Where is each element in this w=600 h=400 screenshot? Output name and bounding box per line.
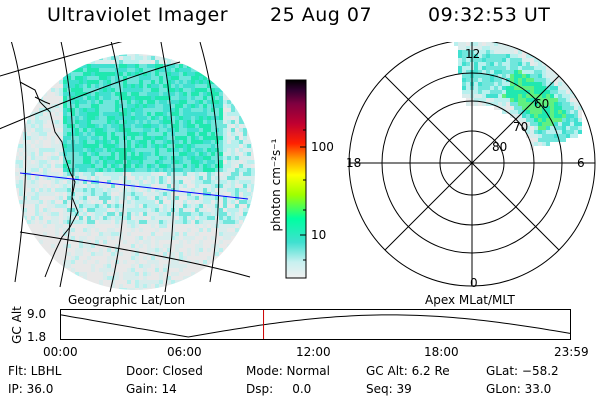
polar-image (348, 42, 596, 287)
geo-panel-label: Geographic Lat/Lon (68, 293, 186, 307)
alt-plot-frame (60, 309, 571, 340)
mlt-label-0: 0 (470, 276, 478, 290)
info-gain: Gain: 14 (126, 382, 177, 396)
time-tick-0600: 06:00 (167, 345, 202, 359)
info-dsp: Dsp: 0.0 (246, 382, 312, 396)
colorbar-gradient (285, 79, 307, 279)
colorbar-tick-10: 10 (311, 228, 327, 242)
mlt-label-18: 18 (346, 156, 362, 170)
mlt-label-12: 12 (465, 47, 481, 61)
time-tick-2359: 23:59 (554, 345, 589, 359)
date-label: 25 Aug 07 (270, 4, 373, 26)
time-tick-1800: 18:00 (424, 345, 459, 359)
coastline (19, 81, 79, 278)
mlat-label-80: 80 (492, 140, 508, 154)
alt-ymax-label: 9.0 (27, 307, 47, 321)
info-mode: Mode: Normal (246, 364, 330, 378)
info-glon: GLon: 33.0 (486, 382, 552, 396)
info-gc-alt: GC Alt: 6.2 Re (366, 364, 450, 378)
colorbar-label: photon cm⁻²s⁻¹ (269, 138, 283, 232)
alt-curve (60, 314, 571, 338)
instrument-title: Ultraviolet Imager (47, 4, 229, 26)
geographic-image (0, 42, 255, 292)
alt-ylabel: GC Alt (10, 306, 24, 344)
scan-line (19, 172, 249, 200)
alt-ymin-label: 1.8 (27, 330, 47, 344)
info-flt: Flt: LBHL (8, 364, 62, 378)
polar-grid (348, 42, 596, 287)
colorbar-tick-100: 100 (311, 140, 334, 154)
altitude-plot (60, 309, 571, 340)
time-tick-0000: 00:00 (43, 345, 78, 359)
colorbar (285, 79, 307, 279)
mlat-label-70: 70 (513, 120, 529, 134)
polar-panel-label: Apex MLat/MLT (425, 293, 515, 307)
info-door: Door: Closed (126, 364, 203, 378)
geo-grid (0, 42, 251, 292)
info-ip: IP: 36.0 (8, 382, 54, 396)
mlt-label-6: 6 (577, 156, 585, 170)
info-seq: Seq: 39 (366, 382, 412, 396)
mlat-label-60: 60 (534, 97, 550, 111)
info-glat: GLat: −58.2 (486, 364, 559, 378)
time-label: 09:32:53 UT (428, 4, 551, 26)
time-tick-1200: 12:00 (296, 345, 331, 359)
